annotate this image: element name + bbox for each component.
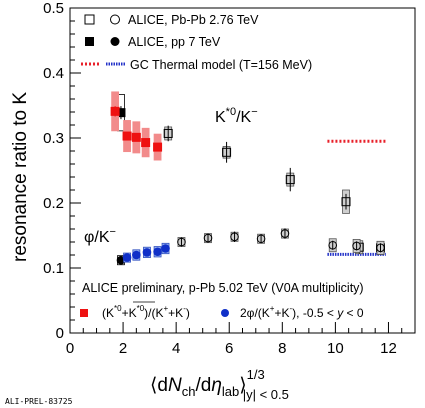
x-tick-label: 0 xyxy=(66,340,74,357)
marker xyxy=(163,128,173,138)
data-point xyxy=(203,233,213,244)
marker xyxy=(110,106,120,116)
y-tick-label: 0.1 xyxy=(43,260,64,277)
y-axis-title: resonance ratio to K xyxy=(10,92,31,262)
legend-top: ALICE, Pb-Pb 2.76 TeV ALICE, pp 7 TeV GC… xyxy=(81,13,312,72)
y-tick-label: 0.3 xyxy=(43,130,64,147)
marker xyxy=(141,138,151,148)
data-point xyxy=(341,189,351,214)
y-tick-label: 0.5 xyxy=(43,0,64,17)
marker xyxy=(132,250,141,260)
marker xyxy=(131,132,141,142)
annotation-kstar: K*0/K− xyxy=(215,106,258,126)
marker xyxy=(256,234,266,244)
x-axis-title: ⟨dNch/dηlab⟩1/3 |y| < 0.5 xyxy=(150,367,289,402)
watermark: ALI-PREL-83725 xyxy=(5,397,73,406)
marker xyxy=(203,233,213,243)
marker xyxy=(222,147,232,157)
x-tick-label: 12 xyxy=(380,340,397,357)
legend-thermal-label: GC Thermal model (T=156 MeV) xyxy=(130,58,312,72)
data-point xyxy=(222,141,232,163)
marker xyxy=(376,243,385,253)
data-point xyxy=(132,249,141,261)
legend-blue-circle-icon xyxy=(221,309,229,317)
y-tick-label: 0 xyxy=(56,325,64,342)
data-point xyxy=(163,125,173,142)
data-point xyxy=(142,246,152,258)
legend-filled-circle-icon xyxy=(110,37,120,46)
legend-pbpb-label: ALICE, Pb-Pb 2.76 TeV xyxy=(128,13,259,27)
legend-bottom: ALICE preliminary, p-Pb 5.02 TeV (V0A mu… xyxy=(80,281,364,320)
annotation-phi: φ/K− xyxy=(84,226,116,246)
legend-phi-formula: 2φ/(K++K-), -0.5 < y < 0 xyxy=(240,304,364,320)
y-tick-label: 0.4 xyxy=(43,65,64,82)
marker xyxy=(153,247,162,257)
marker xyxy=(122,253,132,262)
marker xyxy=(177,237,186,247)
legend-kstar-formula: (K*0+K*0)/(K++K-) xyxy=(102,304,190,320)
x-tick-label: 6 xyxy=(225,340,233,357)
legend-open-square-icon xyxy=(84,14,95,25)
y-tick-label: 0.2 xyxy=(43,195,64,212)
legend-pp-label: ALICE, pp 7 TeV xyxy=(128,35,221,49)
marker xyxy=(341,197,351,207)
data-point xyxy=(153,246,162,258)
marker xyxy=(122,131,132,141)
x-tick-label: 8 xyxy=(278,340,286,357)
data-point xyxy=(110,91,120,132)
data-point xyxy=(352,238,361,253)
marker xyxy=(161,244,170,253)
data-point xyxy=(280,228,290,239)
data-point xyxy=(328,238,338,253)
data-point xyxy=(131,121,141,154)
marker xyxy=(142,248,152,257)
marker xyxy=(230,232,239,242)
legend-open-circle-icon xyxy=(110,14,120,25)
marker xyxy=(280,229,290,238)
marker xyxy=(328,240,338,250)
data-point xyxy=(122,120,132,153)
legend-filled-square-icon xyxy=(85,37,94,46)
x-tick-label: 10 xyxy=(327,340,344,357)
thermal-model-lines xyxy=(327,139,386,256)
x-tick-label: 4 xyxy=(172,340,180,357)
marker xyxy=(352,241,361,251)
axis-ticks: 0 2 4 6 8 10 12 0 0.1 0.2 0.3 0.4 0.5 xyxy=(43,0,416,357)
data-point xyxy=(376,240,385,255)
data-point xyxy=(122,252,132,263)
marker xyxy=(153,142,163,152)
marker xyxy=(285,175,295,185)
data-point xyxy=(141,127,151,158)
data-points xyxy=(110,91,385,266)
data-point xyxy=(230,231,239,242)
data-point xyxy=(153,133,163,161)
legend-red-square-icon xyxy=(80,309,88,317)
data-point xyxy=(161,242,170,255)
data-point xyxy=(285,167,295,192)
data-point xyxy=(177,237,186,247)
data-point xyxy=(256,233,266,244)
x-tick-label: 2 xyxy=(119,340,127,357)
legend-bottom-title: ALICE preliminary, p-Pb 5.02 TeV (V0A mu… xyxy=(82,281,364,295)
